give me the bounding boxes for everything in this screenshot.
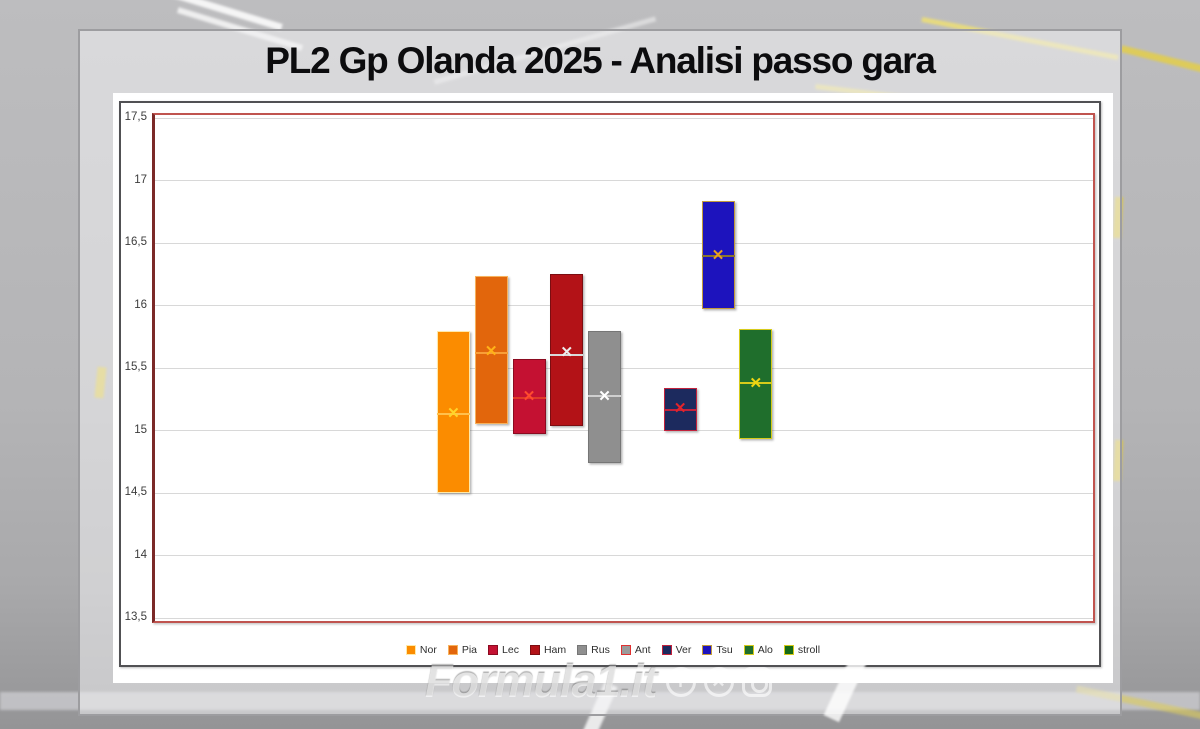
box-lec — [512, 358, 546, 434]
facebook-icon: f — [665, 667, 696, 697]
box-nor — [436, 331, 470, 493]
legend-item-stroll: stroll — [783, 644, 821, 656]
legend-label: Tsu — [716, 644, 733, 656]
gridline — [152, 492, 1095, 494]
gridline — [152, 242, 1095, 244]
legend-swatch — [620, 645, 631, 655]
legend-swatch — [702, 645, 713, 655]
watermark-text: Formula1.it — [425, 656, 658, 707]
mean-marker-nor: ✕ — [447, 405, 460, 423]
y-axis-tick-label: 14,5 — [124, 486, 147, 498]
legend-label: Pia — [461, 644, 478, 656]
legend-label: Lec — [502, 644, 519, 656]
mean-marker-ver: ✕ — [673, 400, 687, 418]
legend-swatch — [743, 645, 754, 655]
median-line-rus — [588, 395, 622, 398]
legend-label: Alo — [757, 644, 773, 656]
legend-item-ver: Ver — [661, 644, 692, 656]
watermark: Formula1.it f ✕ — [425, 656, 772, 708]
gridline — [152, 617, 1095, 619]
legend-item-nor: Nor — [405, 644, 437, 656]
median-line-ham — [550, 354, 584, 356]
legend-item-ant: Ant — [620, 644, 651, 656]
mean-marker-rus: ✕ — [598, 387, 611, 405]
box-tsu — [701, 201, 735, 309]
box-ham — [550, 273, 584, 427]
box-pia — [474, 276, 508, 424]
y-axis-tick-label: 13,5 — [124, 611, 147, 623]
legend-label: Nor — [419, 644, 437, 656]
x-icon: ✕ — [703, 667, 734, 697]
median-line-ver — [663, 409, 697, 411]
legend: Nor Pia Lec Ham Rus Ant Ver Tsu Alo stroll — [113, 644, 1113, 656]
legend-swatch — [447, 645, 458, 655]
legend-label: Ham — [543, 644, 567, 656]
gridline — [152, 117, 1095, 119]
box-alo — [739, 328, 773, 439]
legend-item-alo: Alo — [743, 644, 773, 656]
gridline — [152, 367, 1095, 369]
median-line-lec — [512, 396, 546, 399]
median-line-nor — [436, 412, 470, 415]
legend-swatch — [405, 645, 416, 655]
mean-marker-tsu: ✕ — [711, 246, 725, 264]
legend-swatch — [488, 645, 499, 655]
legend-label: stroll — [797, 644, 821, 656]
legend-item-lec: Lec — [488, 644, 519, 656]
legend-item-ham: Ham — [529, 644, 567, 656]
legend-swatch — [529, 645, 540, 655]
mean-marker-alo: ✕ — [749, 375, 763, 393]
plot-area: ✕ ✕ ✕ ✕ ✕ ✕ ✕ ✕ — [152, 113, 1095, 623]
legend-item-pia: Pia — [447, 644, 478, 656]
y-axis-tick-label: 17 — [134, 173, 147, 186]
mean-marker-pia: ✕ — [484, 342, 498, 360]
gridline — [152, 430, 1095, 431]
gridline — [152, 180, 1095, 181]
legend-swatch — [577, 645, 588, 655]
y-axis-tick-label: 17,5 — [124, 111, 147, 123]
instagram-icon — [741, 667, 772, 697]
legend-item-rus: Rus — [577, 644, 610, 656]
mean-marker-lec: ✕ — [522, 387, 536, 405]
mean-marker-ham: ✕ — [560, 344, 574, 361]
y-axis-tick-label: 15 — [134, 423, 147, 436]
legend-label: Ver — [675, 644, 692, 656]
gridline — [152, 555, 1095, 556]
y-axis-tick-label: 16,5 — [124, 236, 147, 248]
legend-swatch — [661, 645, 672, 655]
chart-outer-frame — [119, 101, 1101, 667]
median-line-alo — [739, 381, 773, 384]
legend-item-tsu: Tsu — [702, 644, 733, 656]
y-axis-tick-label: 16 — [134, 298, 147, 311]
median-line-pia — [474, 351, 508, 354]
chart-title: PL2 Gp Olanda 2025 - Analisi passo gara — [265, 40, 936, 81]
y-axis-tick-label: 14 — [134, 548, 147, 561]
legend-label: Rus — [591, 644, 610, 656]
gridline — [152, 305, 1095, 306]
legend-swatch — [783, 645, 794, 655]
chart-panel: ✕ ✕ ✕ ✕ ✕ ✕ ✕ ✕ 17,5 17 16,5 16 15,5 15 14,5 14 13,5 No… — [113, 93, 1113, 683]
legend-label: Ant — [634, 644, 651, 656]
median-line-tsu — [701, 255, 735, 258]
y-axis-tick-label: 15,5 — [124, 361, 147, 373]
lane-marking-white-1 — [137, 0, 283, 31]
